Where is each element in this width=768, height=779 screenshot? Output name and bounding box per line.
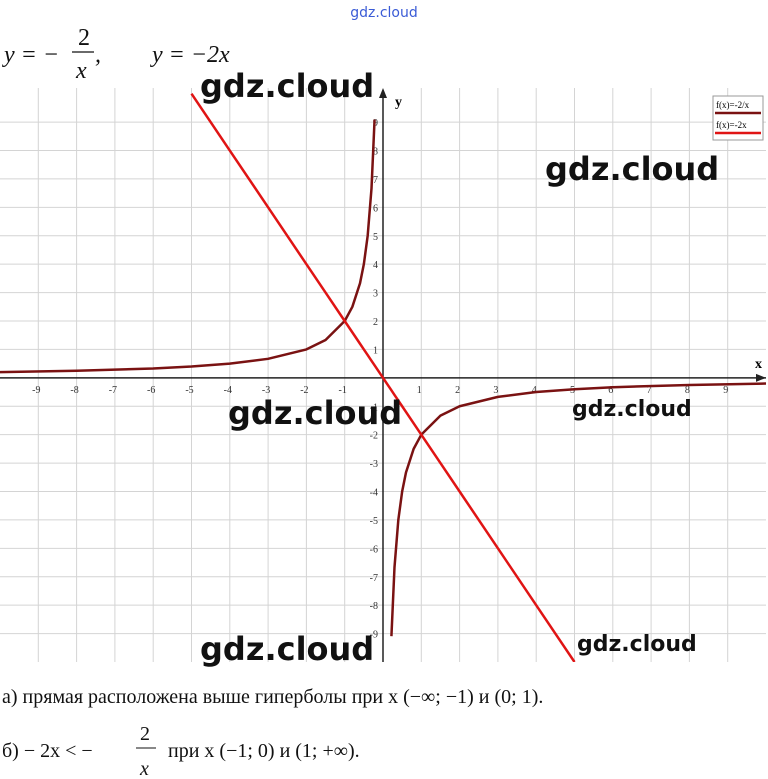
y-tick-label: -3 bbox=[370, 459, 378, 470]
y-tick-label: 4 bbox=[373, 260, 378, 271]
legend-label: f(x)=-2/x bbox=[716, 100, 750, 110]
legend: f(x)=-2/x f(x)=-2x bbox=[712, 95, 764, 141]
watermark: gdz.cloud bbox=[545, 150, 719, 188]
answer-b-tail: при x (−1; 0) и (1; +∞). bbox=[168, 740, 360, 762]
answer-b-den: x bbox=[139, 758, 149, 779]
legend-label: f(x)=-2x bbox=[716, 120, 747, 130]
y-tick-label: 6 bbox=[373, 203, 378, 214]
x-tick-label: 2 bbox=[455, 385, 460, 396]
series-line bbox=[190, 92, 576, 662]
x-tick-label: 6 bbox=[608, 385, 613, 396]
watermark: gdz.cloud bbox=[577, 632, 697, 657]
y-arrow bbox=[379, 88, 387, 98]
watermark: gdz.cloud bbox=[200, 67, 374, 105]
y-tick-label: -7 bbox=[370, 573, 378, 584]
site-label: gdz.cloud bbox=[350, 5, 417, 21]
watermark: gdz.cloud bbox=[228, 394, 402, 432]
watermark: gdz.cloud bbox=[572, 397, 692, 422]
y-tick-label: -2 bbox=[370, 431, 378, 442]
x-tick-label: 1 bbox=[417, 385, 422, 396]
x-tick-label: 7 bbox=[647, 385, 652, 396]
formula-2: y = −2x bbox=[150, 42, 230, 68]
x-tick-label: -9 bbox=[32, 385, 40, 396]
y-tick-label: -9 bbox=[370, 630, 378, 641]
answer-b-lhs: б) − 2x < − bbox=[2, 740, 93, 762]
x-tick-label: -3 bbox=[262, 385, 270, 396]
series-line bbox=[0, 119, 767, 637]
formula-num: 2 bbox=[78, 25, 90, 51]
y-tick-label: -4 bbox=[370, 488, 378, 499]
x-tick-label: -4 bbox=[224, 385, 232, 396]
watermark: gdz.cloud bbox=[200, 630, 374, 668]
x-tick-label: -8 bbox=[70, 385, 78, 396]
y-tick-label: -8 bbox=[370, 601, 378, 612]
y-tick-label: 8 bbox=[373, 147, 378, 158]
x-tick-label: -6 bbox=[147, 385, 155, 396]
x-tick-label: -5 bbox=[185, 385, 193, 396]
answer-a: а) прямая расположена выше гиперболы при… bbox=[2, 686, 543, 708]
x-tick-label: -1 bbox=[339, 385, 347, 396]
plot: -9 -8 -7 -6 -5 -4 -3 -2 -1 1 2 3 4 5 6 7 8 9 -9 -8 -7 -6 -5 -4 -… bbox=[0, 88, 767, 662]
y-tick-label: 1 bbox=[373, 345, 378, 356]
y-tick-label: -1 bbox=[370, 402, 378, 413]
x-tick-label: 3 bbox=[493, 385, 498, 396]
formula-tail: , bbox=[95, 42, 101, 68]
y-tick-label: 7 bbox=[373, 175, 378, 186]
x-tick-label: 4 bbox=[532, 385, 537, 396]
series-group bbox=[0, 92, 767, 662]
x-axis-label: x bbox=[755, 357, 762, 372]
answer-b-num: 2 bbox=[140, 723, 150, 745]
x-tick-label: -7 bbox=[109, 385, 117, 396]
x-arrow bbox=[756, 373, 766, 382]
y-tick-label: 3 bbox=[373, 289, 378, 300]
y-tick-label: 2 bbox=[373, 317, 378, 328]
formula-den: x bbox=[75, 58, 87, 84]
x-tick-label: 9 bbox=[723, 385, 728, 396]
formula-lhs: y = − bbox=[2, 42, 59, 68]
y-tick-label: -6 bbox=[370, 544, 378, 555]
x-tick-label: -2 bbox=[300, 385, 308, 396]
y-tick-label: -5 bbox=[370, 516, 378, 527]
x-tick-label: 8 bbox=[685, 385, 690, 396]
y-tick-label: 5 bbox=[373, 232, 378, 243]
y-axis-label: y bbox=[395, 95, 402, 110]
